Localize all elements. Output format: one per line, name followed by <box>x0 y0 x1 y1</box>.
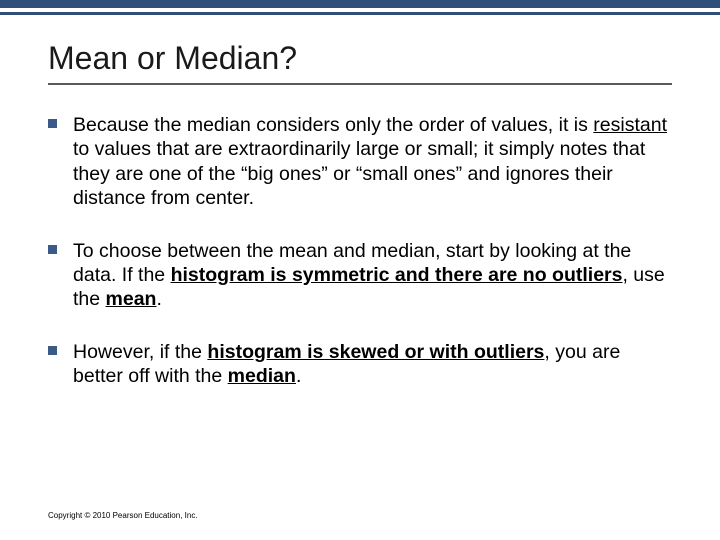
text-fragment: Because the median considers only the or… <box>73 114 593 136</box>
slide-content: Mean or Median? Because the median consi… <box>48 40 672 416</box>
text-fragment: However, if the <box>73 341 207 363</box>
bullet-square-icon <box>48 346 57 355</box>
list-item: Because the median considers only the or… <box>48 113 672 211</box>
text-bold-underline: histogram is skewed or with outliers <box>207 341 544 363</box>
text-fragment: . <box>156 288 161 310</box>
bullet-text: To choose between the mean and median, s… <box>73 239 672 312</box>
title-underline <box>48 83 672 85</box>
bullet-list: Because the median considers only the or… <box>48 113 672 388</box>
list-item: However, if the histogram is skewed or w… <box>48 340 672 389</box>
copyright-text: Copyright © 2010 Pearson Education, Inc. <box>48 511 198 520</box>
bullet-text: However, if the histogram is skewed or w… <box>73 340 672 389</box>
text-bold-underline: median <box>228 365 296 387</box>
bullet-square-icon <box>48 245 57 254</box>
text-bold-underline: histogram is symmetric and there are no … <box>171 264 623 286</box>
bullet-square-icon <box>48 119 57 128</box>
slide-top-border-thin <box>0 12 720 15</box>
text-bold-underline: mean <box>106 288 157 310</box>
list-item: To choose between the mean and median, s… <box>48 239 672 312</box>
slide-title: Mean or Median? <box>48 40 672 77</box>
text-fragment: to values that are extraordinarily large… <box>73 138 645 209</box>
bullet-text: Because the median considers only the or… <box>73 113 672 211</box>
text-underline: resistant <box>593 114 667 136</box>
text-fragment: . <box>296 365 301 387</box>
slide-top-border <box>0 0 720 8</box>
